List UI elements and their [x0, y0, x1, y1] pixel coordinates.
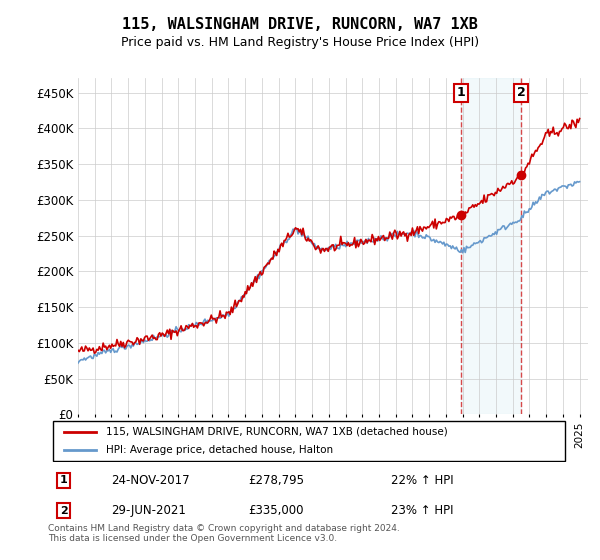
- Text: 23% ↑ HPI: 23% ↑ HPI: [391, 504, 454, 517]
- Text: 115, WALSINGHAM DRIVE, RUNCORN, WA7 1XB (detached house): 115, WALSINGHAM DRIVE, RUNCORN, WA7 1XB …: [106, 427, 448, 437]
- Text: Contains HM Land Registry data © Crown copyright and database right 2024.
This d: Contains HM Land Registry data © Crown c…: [48, 524, 400, 543]
- FancyBboxPatch shape: [53, 421, 565, 461]
- Text: 29-JUN-2021: 29-JUN-2021: [112, 504, 186, 517]
- Text: Price paid vs. HM Land Registry's House Price Index (HPI): Price paid vs. HM Land Registry's House …: [121, 36, 479, 49]
- Text: £335,000: £335,000: [248, 504, 304, 517]
- Bar: [461, 78, 521, 414]
- Text: HPI: Average price, detached house, Halton: HPI: Average price, detached house, Halt…: [106, 445, 333, 455]
- Text: 1: 1: [457, 86, 465, 99]
- Text: 24-NOV-2017: 24-NOV-2017: [112, 474, 190, 487]
- Text: 2: 2: [60, 506, 68, 516]
- Text: 115, WALSINGHAM DRIVE, RUNCORN, WA7 1XB: 115, WALSINGHAM DRIVE, RUNCORN, WA7 1XB: [122, 17, 478, 32]
- Text: 2: 2: [517, 86, 526, 99]
- Text: 22% ↑ HPI: 22% ↑ HPI: [391, 474, 454, 487]
- Text: £278,795: £278,795: [248, 474, 305, 487]
- Text: 1: 1: [60, 475, 68, 486]
